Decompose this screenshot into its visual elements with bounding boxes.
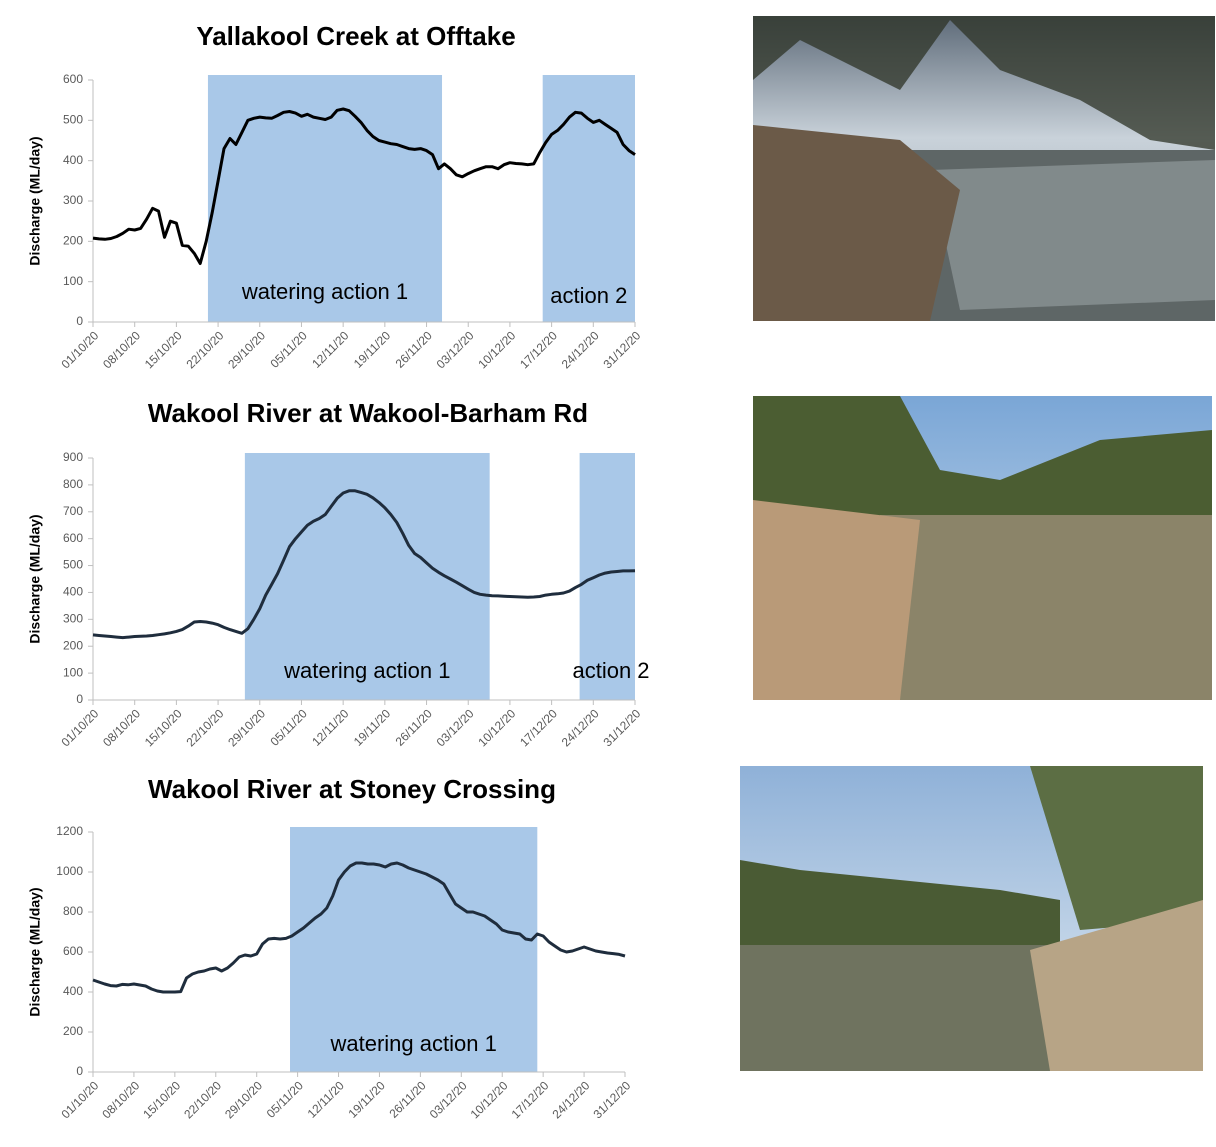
- x-tick-label: 12/11/20: [309, 328, 352, 371]
- y-tick-label: 300: [63, 612, 83, 626]
- x-tick-label: 03/12/20: [427, 1078, 470, 1121]
- y-tick-label: 200: [63, 1024, 83, 1038]
- x-tick-label: 15/10/20: [140, 1078, 183, 1121]
- y-tick-label: 500: [63, 558, 83, 572]
- x-tick-label: 31/12/20: [600, 328, 643, 371]
- x-tick-label: 10/12/20: [475, 706, 518, 749]
- x-tick-label: 05/11/20: [268, 706, 311, 749]
- span-label: watering action 1: [241, 279, 408, 304]
- y-tick-label: 400: [63, 984, 83, 998]
- x-tick-label: 08/10/20: [100, 328, 143, 371]
- span-label: action 2: [550, 283, 627, 308]
- x-tick-label: 10/12/20: [468, 1078, 511, 1121]
- x-tick-label: 08/10/20: [99, 1078, 142, 1121]
- chart: Yallakool Creek at Offtake Discharge (ML/…: [27, 21, 644, 372]
- photo-wakool-barham: [753, 396, 1212, 700]
- y-axis-label: Discharge (ML/day): [27, 514, 43, 643]
- x-tick-label: 15/10/20: [142, 328, 185, 371]
- span-label: watering action 1: [329, 1031, 496, 1056]
- x-tick-label: 10/12/20: [475, 328, 518, 371]
- y-tick-label: 600: [63, 531, 83, 545]
- x-tick-label: 03/12/20: [434, 328, 477, 371]
- chart-title: Wakool River at Wakool-Barham Rd: [148, 398, 588, 428]
- span-label: action 2: [572, 658, 649, 683]
- y-tick-label: 600: [63, 944, 83, 958]
- x-tick-label: 03/12/20: [434, 706, 477, 749]
- x-tick-label: 01/10/20: [58, 1078, 101, 1121]
- y-tick-label: 300: [63, 193, 83, 207]
- x-tick-label: 12/11/20: [305, 1078, 348, 1121]
- x-tick-label: 26/11/20: [393, 328, 436, 371]
- x-tick-label: 19/11/20: [351, 706, 394, 749]
- photo-yallakool: [753, 16, 1215, 321]
- y-tick-label: 600: [63, 72, 83, 86]
- y-tick-label: 200: [63, 638, 83, 652]
- chart: Wakool River at Wakool-Barham Rd Discharg…: [27, 398, 650, 750]
- x-tick-label: 26/11/20: [386, 1078, 429, 1121]
- y-tick-label: 400: [63, 153, 83, 167]
- x-tick-label: 22/10/20: [181, 1078, 224, 1121]
- x-tick-label: 22/10/20: [184, 706, 227, 749]
- y-tick-label: 1200: [56, 824, 83, 838]
- x-tick-label: 08/10/20: [100, 706, 143, 749]
- y-tick-label: 0: [76, 692, 83, 706]
- x-tick-label: 05/11/20: [268, 328, 311, 371]
- x-tick-label: 24/12/20: [559, 328, 602, 371]
- x-tick-label: 17/12/20: [517, 328, 560, 371]
- x-tick-label: 17/12/20: [509, 1078, 552, 1121]
- x-tick-label: 31/12/20: [600, 706, 643, 749]
- chart-title: Wakool River at Stoney Crossing: [148, 774, 556, 804]
- x-tick-label: 26/11/20: [393, 706, 436, 749]
- x-tick-label: 17/12/20: [517, 706, 560, 749]
- photo-stoney-crossing: [740, 766, 1203, 1071]
- x-tick-label: 24/12/20: [550, 1078, 593, 1121]
- x-tick-label: 31/12/20: [590, 1078, 633, 1121]
- page: {"chart_data": [ {"type": "line", "title…: [0, 0, 1216, 1147]
- x-tick-label: 24/12/20: [559, 706, 602, 749]
- y-tick-label: 500: [63, 113, 83, 127]
- y-tick-label: 200: [63, 234, 83, 248]
- x-tick-label: 01/10/20: [58, 706, 101, 749]
- chart-title: Yallakool Creek at Offtake: [196, 21, 515, 51]
- x-tick-label: 01/10/20: [58, 328, 101, 371]
- x-tick-label: 15/10/20: [142, 706, 185, 749]
- x-tick-label: 29/10/20: [225, 328, 268, 371]
- figure: Yallakool Creek at Offtake Discharge (ML/…: [0, 0, 1216, 1147]
- y-tick-label: 400: [63, 585, 83, 599]
- y-tick-label: 100: [63, 665, 83, 679]
- y-tick-label: 800: [63, 477, 83, 491]
- y-tick-label: 100: [63, 274, 83, 288]
- y-tick-label: 0: [76, 1064, 83, 1078]
- chart: Wakool River at Stoney Crossing Discharge…: [27, 774, 634, 1122]
- y-tick-label: 800: [63, 904, 83, 918]
- span-label: watering action 1: [283, 658, 450, 683]
- x-tick-label: 22/10/20: [184, 328, 227, 371]
- y-axis-label: Discharge (ML/day): [27, 887, 43, 1016]
- y-tick-label: 900: [63, 450, 83, 464]
- x-tick-label: 19/11/20: [351, 328, 394, 371]
- x-tick-label: 19/11/20: [346, 1078, 389, 1121]
- x-tick-label: 29/10/20: [225, 706, 268, 749]
- x-tick-label: 12/11/20: [309, 706, 352, 749]
- y-tick-label: 700: [63, 504, 83, 518]
- y-tick-label: 1000: [56, 864, 83, 878]
- y-axis-label: Discharge (ML/day): [27, 136, 43, 265]
- y-tick-label: 0: [76, 314, 83, 328]
- x-tick-label: 29/10/20: [222, 1078, 265, 1121]
- x-tick-label: 05/11/20: [264, 1078, 307, 1121]
